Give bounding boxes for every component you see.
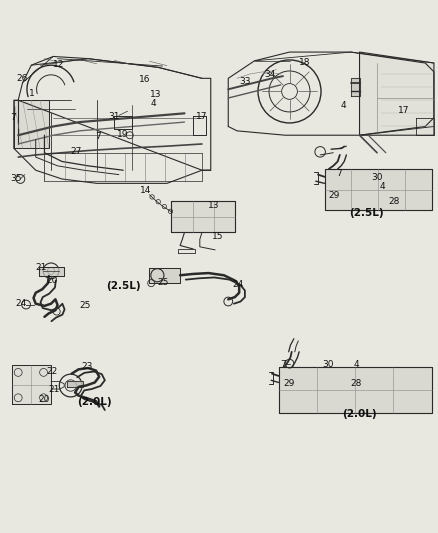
- Text: 14: 14: [140, 187, 151, 195]
- Polygon shape: [324, 169, 431, 211]
- Text: 30: 30: [321, 360, 333, 369]
- Text: 16: 16: [138, 75, 150, 84]
- Text: 7: 7: [279, 360, 285, 369]
- Text: 33: 33: [239, 77, 250, 86]
- Text: 21: 21: [48, 385, 60, 394]
- Text: (2.5L): (2.5L): [348, 208, 382, 218]
- Text: 30: 30: [371, 173, 382, 182]
- Polygon shape: [149, 268, 180, 282]
- Text: 25: 25: [79, 301, 90, 310]
- Text: (2.0L): (2.0L): [342, 409, 376, 419]
- Text: 19: 19: [117, 130, 128, 139]
- Text: 1: 1: [29, 89, 35, 98]
- Text: 17: 17: [398, 106, 409, 115]
- Text: 7: 7: [10, 113, 16, 122]
- Polygon shape: [278, 367, 431, 413]
- Text: 23: 23: [81, 362, 93, 371]
- Polygon shape: [171, 201, 234, 232]
- Text: 17: 17: [196, 112, 207, 121]
- Text: 20: 20: [39, 395, 50, 405]
- Text: (2.5L): (2.5L): [106, 281, 140, 291]
- Text: 7: 7: [95, 132, 100, 141]
- Text: 13: 13: [208, 201, 219, 209]
- Text: 28: 28: [350, 379, 361, 388]
- Polygon shape: [14, 100, 49, 148]
- Text: 13: 13: [150, 90, 162, 99]
- Text: 4: 4: [339, 101, 345, 110]
- Text: 15: 15: [212, 232, 223, 241]
- Text: 7: 7: [336, 169, 341, 178]
- Text: 21: 21: [35, 263, 46, 272]
- Text: 25: 25: [157, 278, 169, 287]
- Text: 24: 24: [232, 279, 243, 288]
- Text: 4: 4: [353, 360, 358, 369]
- Polygon shape: [67, 381, 83, 387]
- Polygon shape: [12, 365, 51, 405]
- Text: 12: 12: [53, 60, 64, 69]
- Polygon shape: [39, 266, 64, 276]
- Text: 18: 18: [298, 58, 310, 67]
- Text: 22: 22: [46, 367, 58, 376]
- Text: 29: 29: [283, 379, 293, 388]
- Text: 29: 29: [328, 191, 339, 200]
- Text: 4: 4: [379, 182, 385, 191]
- Text: 35: 35: [11, 174, 22, 183]
- Text: 31: 31: [109, 112, 120, 122]
- Text: 26: 26: [16, 74, 27, 83]
- Polygon shape: [359, 52, 433, 135]
- Text: 20: 20: [46, 276, 58, 285]
- Text: 27: 27: [70, 147, 81, 156]
- Text: 28: 28: [387, 197, 399, 206]
- Text: 4: 4: [150, 99, 155, 108]
- Text: 24: 24: [15, 299, 26, 308]
- Polygon shape: [350, 78, 359, 96]
- Text: (2.0L): (2.0L): [77, 397, 112, 407]
- Text: 34: 34: [264, 70, 275, 79]
